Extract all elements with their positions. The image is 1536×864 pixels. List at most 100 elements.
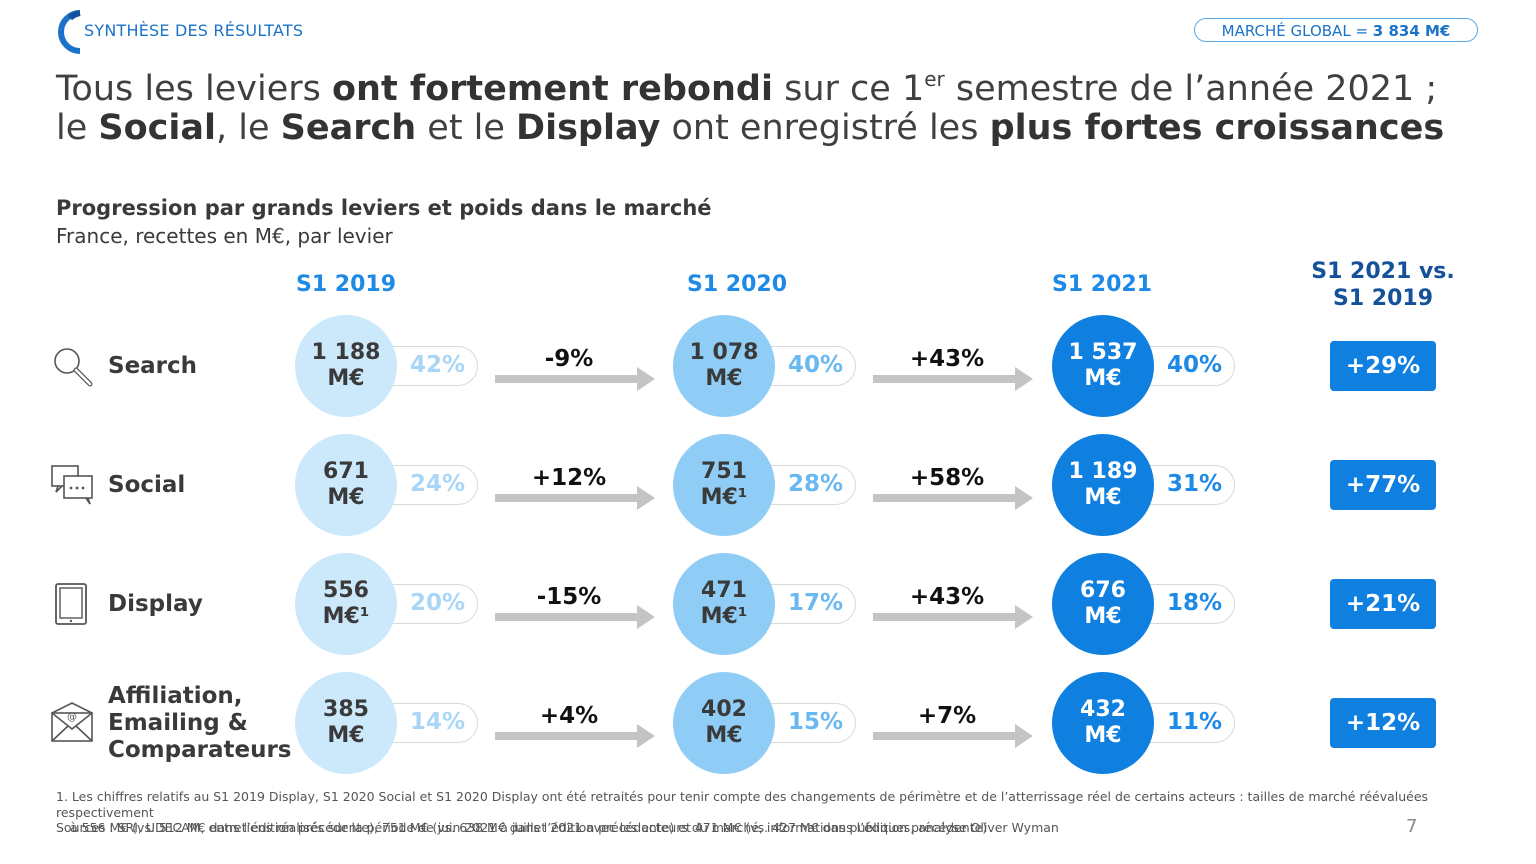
footnote: 1. Les chiffres relatifs au S1 2019 Disp…: [56, 789, 1486, 836]
bubble-unit: M€: [327, 723, 365, 748]
headline-bold: ont fortement rebondi: [331, 69, 773, 109]
column-header-total: S1 2021 vs. S1 2019: [1283, 258, 1483, 312]
growth-label: -15%: [536, 584, 602, 610]
growth-arrow-icon: [873, 367, 1033, 391]
growth-label: +43%: [909, 584, 985, 610]
bubble-value: 385: [323, 697, 369, 722]
growth-arrow-icon: [495, 724, 655, 748]
value-bubble: 432 M€: [1052, 672, 1154, 774]
bubble-unit: M€: [1084, 604, 1122, 629]
lever-label: Affiliation, Emailing & Comparateurs: [108, 683, 292, 764]
market-label: MARCHÉ GLOBAL =: [1221, 22, 1373, 40]
growth-label: +7%: [917, 703, 977, 729]
search-icon: [54, 348, 93, 387]
total-header-line: S1 2019: [1332, 286, 1434, 311]
lever-label: Display: [108, 591, 203, 618]
growth-arrow-icon: [495, 486, 655, 510]
headline-sup: er: [924, 67, 945, 91]
value-bubble: 1 189 M€: [1052, 434, 1154, 536]
growth-arrow-icon: [873, 605, 1033, 629]
column-header-2021: S1 2021: [1051, 272, 1153, 297]
bubble-value: 1 188: [311, 340, 381, 365]
growth-label: +43%: [909, 346, 985, 372]
total-growth-badge: +77%: [1330, 460, 1436, 510]
bubble-value: 1 189: [1068, 459, 1138, 484]
value-bubble: 676 M€: [1052, 553, 1154, 655]
chart-subtitle: France, recettes en M€, par levier: [56, 224, 393, 248]
bubble-value: 432: [1080, 697, 1126, 722]
growth-label: +58%: [909, 465, 985, 491]
market-value: 3 834 M€: [1372, 22, 1451, 40]
column-header-2019: S1 2019: [295, 272, 397, 297]
bubble-unit: M€: [327, 485, 365, 510]
page-number: 7: [1406, 816, 1418, 837]
growth-arrow-icon: [495, 367, 655, 391]
tablet-icon: [55, 583, 87, 625]
growth-label: +12%: [531, 465, 607, 491]
headline-part: Tous les leviers: [56, 69, 332, 109]
value-bubble: 1 078 M€: [673, 315, 775, 417]
footnote-line: à 556 M€ (vs. 512 M€ dans l’édition préc…: [70, 820, 988, 835]
bubble-unit: M€: [1084, 723, 1122, 748]
lever-label-line: Social: [108, 471, 186, 498]
footnote-line: 1. Les chiffres relatifs au S1 2019 Disp…: [56, 789, 1429, 820]
bubble-unit: M€¹: [322, 604, 370, 629]
page-headline: Tous les leviers ont fortement rebondi s…: [56, 67, 1444, 148]
column-header-2020: S1 2020: [686, 272, 788, 297]
brand-logo-icon: [58, 10, 81, 54]
lever-label: Search: [108, 353, 197, 380]
headline-bold: plus fortes croissances: [989, 108, 1445, 148]
lever-label-line: Comparateurs: [108, 736, 292, 763]
lever-label: Social: [108, 472, 185, 499]
svg-text:@: @: [67, 712, 77, 723]
bubble-value: 1 078: [689, 340, 759, 365]
bubble-value: 402: [701, 697, 747, 722]
bubble-unit: M€: [705, 366, 743, 391]
growth-arrow-icon: [873, 486, 1033, 510]
email-icon: @: [51, 702, 93, 742]
value-bubble: 1 188 M€: [295, 315, 397, 417]
bubble-value: 751: [701, 459, 747, 484]
bubble-unit: M€: [1084, 366, 1122, 391]
headline-line-1: Tous les leviers ont fortement rebondi s…: [56, 67, 1444, 109]
value-bubble: 556 M€¹: [295, 553, 397, 655]
headline-part: semestre de l’année 2021 ;: [944, 69, 1438, 109]
value-bubble: 471 M€¹: [673, 553, 775, 655]
sources-note: Sources : SRI, UDECAM, entretiens réalis…: [56, 820, 1059, 835]
bubble-unit: M€¹: [700, 604, 748, 629]
bubble-value: 556: [323, 578, 369, 603]
growth-label: +4%: [539, 703, 599, 729]
market-total-badge: MARCHÉ GLOBAL = 3 834 M€: [1194, 18, 1478, 42]
value-bubble: 1 537 M€: [1052, 315, 1154, 417]
bubble-value: 671: [323, 459, 369, 484]
lever-label-line: Affiliation,: [108, 682, 243, 709]
lever-label-line: Display: [108, 590, 203, 617]
headline-bold: Search: [280, 108, 417, 148]
total-growth-badge: +29%: [1330, 341, 1436, 391]
lever-label-line: Search: [108, 352, 198, 379]
lever-label-line: Emailing &: [108, 709, 248, 736]
headline-bold: Display: [516, 108, 661, 148]
total-growth-badge: +12%: [1330, 698, 1436, 748]
headline-part: sur ce 1: [772, 69, 925, 109]
headline-bold: Social: [98, 108, 217, 148]
growth-label: -9%: [544, 346, 594, 372]
headline-part: , le: [216, 108, 281, 148]
total-header-line: S1 2021 vs.: [1311, 259, 1455, 284]
bubble-value: 1 537: [1068, 340, 1138, 365]
growth-arrow-icon: [495, 605, 655, 629]
value-bubble: 751 M€¹: [673, 434, 775, 536]
bubble-unit: M€: [705, 723, 743, 748]
bubble-unit: M€¹: [700, 485, 748, 510]
chart-title: Progression par grands leviers et poids …: [56, 196, 712, 220]
headline-part: ont enregistré les: [660, 108, 990, 148]
bubble-value: 471: [701, 578, 747, 603]
headline-part: le: [56, 108, 99, 148]
headline-line-2: le Social, le Search et le Display ont e…: [56, 109, 1444, 148]
total-growth-badge: +21%: [1330, 579, 1436, 629]
bubble-unit: M€: [1084, 485, 1122, 510]
section-title: SYNTHÈSE DES RÉSULTATS: [84, 21, 304, 40]
bubble-unit: M€: [327, 366, 365, 391]
value-bubble: 402 M€: [673, 672, 775, 774]
value-bubble: 385 M€: [295, 672, 397, 774]
